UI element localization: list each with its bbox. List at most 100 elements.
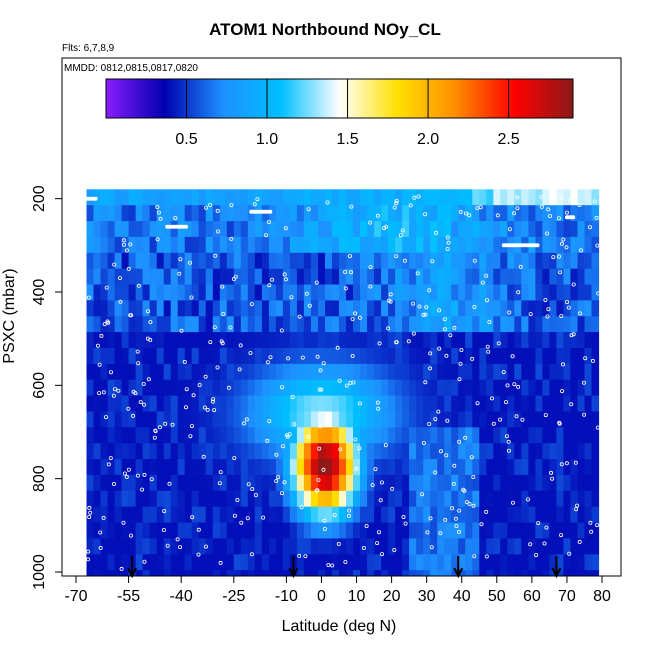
heatmap-cell [563,570,571,576]
heatmap-cell [514,554,522,571]
heatmap-cell [584,379,593,397]
heatmap-cell [346,570,354,576]
heatmap-cell [360,379,368,397]
heatmap-cell [233,395,242,413]
sample-point [377,341,382,346]
heatmap-cell [107,538,116,555]
heatmap-cell [591,379,600,397]
sample-point [252,202,257,207]
heatmap-cell [479,459,487,476]
heatmap-cell [563,506,571,524]
heatmap-cell [514,221,522,238]
sample-point [249,302,254,307]
heatmap-cell [388,506,396,524]
heatmap-cell [135,506,144,524]
heatmap-cell [479,411,487,428]
heatmap-cell [198,490,207,508]
heatmap-cell [332,252,340,270]
heatmap-cell [247,554,256,571]
x-tick-label: 80 [593,588,611,605]
heatmap-cell [93,268,102,286]
heatmap-cell [93,300,102,317]
heatmap-cell [577,522,586,539]
heatmap-cell [205,316,214,333]
heatmap-cell [156,268,165,286]
heatmap-cell [212,252,221,270]
heatmap-cell [465,554,473,571]
heatmap-cell [261,348,270,365]
heatmap-cell [437,411,445,428]
sample-point [571,215,576,220]
heatmap-cell [86,379,95,397]
y-axis-label: PSXC (mbar) [1,268,18,363]
heatmap-cell [128,506,137,524]
sample-point [450,506,455,511]
heatmap-cell [296,538,305,555]
sample-point [146,309,151,314]
heatmap-cell [346,284,354,301]
heatmap-cell [170,189,179,206]
heatmap-cell [156,427,165,444]
heatmap-cell [233,284,242,301]
heatmap-cell [388,538,396,555]
heatmap-cell [100,474,109,492]
heatmap-cell [135,395,144,413]
heatmap-cell [388,395,396,413]
heatmap-cell [289,395,298,413]
heatmap-cell [479,443,487,460]
sample-point [226,385,231,390]
heatmap-cell [367,332,375,349]
heatmap-cell [325,411,333,428]
sample-point [416,194,421,199]
heatmap-cell [381,236,389,254]
heatmap-cell [444,538,452,555]
heatmap-cell [170,538,179,555]
heatmap-cell [360,395,368,413]
heatmap-cell [402,379,410,397]
heatmap-cell [282,459,291,476]
heatmap-cell [507,570,515,576]
sample-point [283,226,288,231]
sample-point [322,527,327,532]
heatmap-cell [191,411,200,428]
heatmap-cell [121,348,130,365]
sample-point [471,474,476,479]
heatmap-cell [528,332,536,349]
heatmap-cell [93,554,102,571]
heatmap-cell [437,474,445,492]
sample-point [255,197,260,202]
heatmap-cell [472,570,480,576]
heatmap-cell [184,570,193,576]
heatmap-cell [212,459,221,476]
heatmap-cell [556,236,564,254]
heatmap-cell [86,474,95,492]
heatmap-cell [100,236,109,254]
heatmap-cell [254,189,263,206]
sample-point [264,233,269,238]
sample-point [595,425,600,430]
heatmap-cell [556,459,564,476]
heatmap-cell [465,474,473,492]
heatmap-cell [121,189,130,206]
heatmap-cell [303,474,312,492]
heatmap-cell [591,348,600,365]
heatmap-cell [289,490,298,508]
heatmap-cell [268,284,277,301]
heatmap-cell [437,348,445,365]
heatmap-cell [584,363,593,381]
heatmap-cell [591,268,600,286]
heatmap-cell [444,236,452,254]
x-tick-label: -10 [275,588,298,605]
heatmap-cell [563,379,571,397]
heatmap-cell [423,538,431,555]
heatmap-cell [493,332,501,349]
heatmap-cell [268,538,277,555]
heatmap-cell [289,221,298,238]
heatmap-cell [353,395,361,413]
sample-point [268,355,273,360]
x-tick-label: -70 [64,588,87,605]
heatmap-cell [353,554,361,571]
heatmap-cell [219,570,228,576]
heatmap-cell [332,205,340,222]
heatmap-cell [577,459,586,476]
